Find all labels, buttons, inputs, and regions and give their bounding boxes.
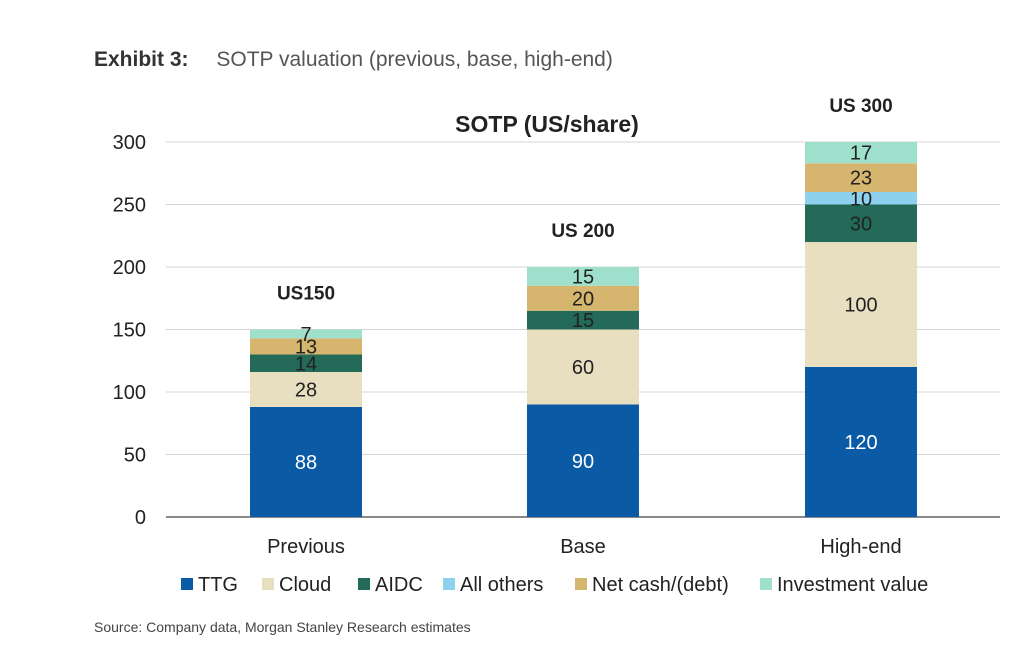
legend-label-aidc: AIDC — [375, 574, 423, 596]
exhibit-label: Exhibit 3: — [94, 48, 189, 71]
bar-segment-investment-value — [527, 267, 639, 286]
bar-segment-aidc — [527, 310, 639, 330]
bar-segment-aidc — [805, 204, 917, 242]
legend-label-cloud: Cloud — [279, 574, 331, 596]
bar-segment-net-cash-debt- — [527, 285, 639, 311]
data-label: 7 — [300, 324, 311, 346]
y-tick-label: 50 — [124, 445, 146, 467]
bar-segment-ttg — [250, 407, 362, 517]
bar-segment-investment-value — [805, 142, 917, 164]
legend-swatch-aidc — [358, 578, 370, 590]
data-label: 60 — [572, 357, 594, 379]
data-label: 13 — [295, 336, 317, 358]
bar-segment-net-cash-debt- — [250, 338, 362, 355]
data-label: 30 — [850, 213, 872, 235]
data-label: 14 — [295, 353, 317, 375]
chart-title: SOTP (US/share) — [455, 111, 639, 137]
y-axis: 0 50 100 150 200 250 300 — [113, 132, 146, 529]
data-label: 23 — [850, 168, 872, 190]
bar-segment-all-others — [805, 192, 917, 205]
bar-segment-ttg — [805, 367, 917, 517]
y-tick-label: 0 — [135, 507, 146, 529]
bar-segment-cloud — [250, 372, 362, 407]
legend-label-ttg: TTG — [198, 574, 238, 596]
legend-swatch-investment-value — [760, 578, 772, 590]
x-axis: Previous Base High-end — [267, 536, 901, 558]
data-label: 120 — [844, 432, 877, 454]
data-label: 90 — [572, 451, 594, 473]
exhibit-title: SOTP valuation (previous, base, high-end… — [216, 48, 613, 71]
bar-total-label: US 300 — [829, 96, 892, 117]
legend-label-net-cash-debt-: Net cash/(debt) — [592, 574, 729, 596]
bar-segment-ttg — [527, 404, 639, 517]
y-tick-label: 250 — [113, 195, 146, 217]
data-label: 15 — [572, 310, 594, 332]
bar-segment-net-cash-debt- — [805, 163, 917, 192]
legend-swatch-all-others — [443, 578, 455, 590]
legend-swatch-ttg — [181, 578, 193, 590]
x-tick-label: Previous — [267, 536, 345, 558]
x-tick-label: Base — [560, 536, 606, 558]
y-tick-label: 200 — [113, 257, 146, 279]
sotp-chart: SOTP (US/share) 0 50 100 150 200 250 300 88 28 1… — [113, 96, 1000, 596]
bar-total-label: US150 — [277, 284, 335, 305]
exhibit-header: Exhibit 3: SOTP valuation (previous, bas… — [94, 48, 613, 72]
bar-segment-aidc — [250, 354, 362, 372]
legend: TTG Cloud AIDC All others Net cash/(debt) Inv… — [181, 574, 928, 596]
legend-label-all-others: All others — [460, 574, 543, 596]
x-tick-label: High-end — [820, 536, 901, 558]
source-note: Source: Company data, Morgan Stanley Res… — [94, 619, 471, 635]
data-label: 15 — [572, 266, 594, 288]
bar-total-label: US 200 — [551, 221, 614, 242]
bar-segment-investment-value — [250, 329, 362, 339]
y-tick-label: 150 — [113, 320, 146, 342]
data-label: 10 — [850, 188, 872, 210]
data-label: 17 — [850, 143, 872, 165]
data-label: 100 — [844, 295, 877, 317]
data-label: 20 — [572, 288, 594, 310]
legend-label-investment-value: Investment value — [777, 574, 928, 596]
bar-segment-cloud — [805, 242, 917, 367]
legend-swatch-net-cash-debt- — [575, 578, 587, 590]
legend-swatch-cloud — [262, 578, 274, 590]
y-tick-label: 300 — [113, 132, 146, 154]
bar-segment-cloud — [527, 329, 639, 405]
data-label: 28 — [295, 380, 317, 402]
y-tick-label: 100 — [113, 382, 146, 404]
data-label: 88 — [295, 452, 317, 474]
